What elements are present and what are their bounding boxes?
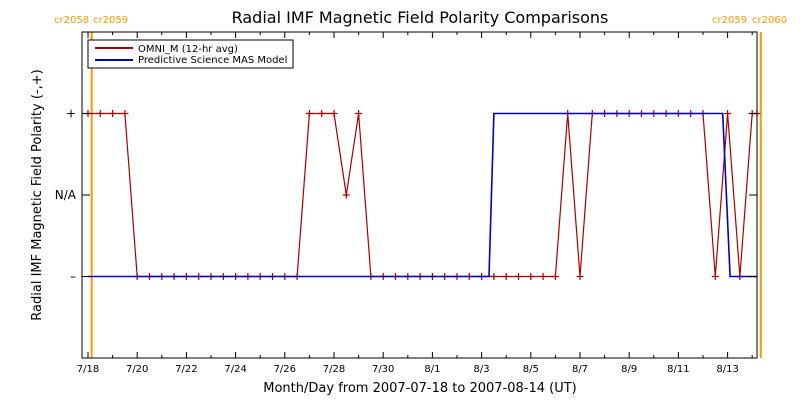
legend-label-omni: OMNI_M (12-hr avg) <box>138 44 238 55</box>
series-layer <box>84 110 761 280</box>
omni-data-point <box>121 110 129 117</box>
x-tick-label: 7/28 <box>323 364 345 375</box>
carrington-right-label-b: cr2060 <box>752 15 787 26</box>
x-tick-label: 8/11 <box>667 364 689 375</box>
legend-box <box>87 39 294 69</box>
omni-data-point <box>551 273 559 280</box>
omni-data-point <box>576 273 584 280</box>
x-tick-label: 8/3 <box>474 364 490 375</box>
omni-data-point <box>527 273 535 280</box>
carrington-right-label-a: cr2059 <box>712 15 747 26</box>
omni-data-point <box>342 191 350 199</box>
carrington-left-label-b: cr2059 <box>93 15 128 26</box>
omni-data-point <box>355 110 363 117</box>
omni-data-point <box>711 273 719 280</box>
x-tick-label: 7/26 <box>274 364 296 375</box>
omni-data-point <box>305 110 313 117</box>
x-tick-label: 7/22 <box>175 364 197 375</box>
x-tick-label: 7/24 <box>224 364 246 375</box>
omni-data-point <box>318 110 326 117</box>
model-series-line <box>88 112 757 278</box>
omni-data-point <box>724 110 732 117</box>
y-axis-label: Radial IMF Magnetic Field Polarity (-,+) <box>30 69 45 320</box>
y-tick-label: – <box>70 270 76 284</box>
omni-data-point <box>96 110 104 117</box>
x-axis-label: Month/Day from 2007-07-18 to 2007-08-14 … <box>263 381 576 396</box>
carrington-lines <box>90 32 762 358</box>
x-tick-label: 8/7 <box>572 364 588 375</box>
x-tick-label: 7/30 <box>372 364 394 375</box>
omni-data-point <box>109 110 117 117</box>
y-tick-label: + <box>66 107 76 121</box>
chart-title: Radial IMF Magnetic Field Polarity Compa… <box>232 8 609 27</box>
y-ticks: + N/A – <box>55 107 757 284</box>
omni-data-point <box>515 273 522 280</box>
carrington-left-label-a: cr2058 <box>54 15 89 26</box>
x-tick-label: 8/9 <box>621 364 637 375</box>
x-tick-label: 7/20 <box>126 364 148 375</box>
omni-data-point <box>539 273 547 280</box>
y-tick-label: N/A <box>55 188 77 202</box>
omni-data-point <box>502 273 510 280</box>
x-tick-label: 8/1 <box>424 364 440 375</box>
omni-data-point <box>330 110 338 117</box>
omni-data-point <box>490 273 498 280</box>
legend: OMNI_M (12-hr avg) Predictive Science MA… <box>87 39 294 69</box>
legend-label-model: Predictive Science MAS Model <box>138 55 287 66</box>
x-ticks: 7/18 7/20 7/22 7/24 7/26 7/28 7/30 8/1 8/3 8/5 8/7… <box>77 32 753 375</box>
x-tick-label: 7/18 <box>77 364 99 375</box>
x-tick-label: 8/5 <box>523 364 539 375</box>
x-tick-label: 8/13 <box>716 364 738 375</box>
